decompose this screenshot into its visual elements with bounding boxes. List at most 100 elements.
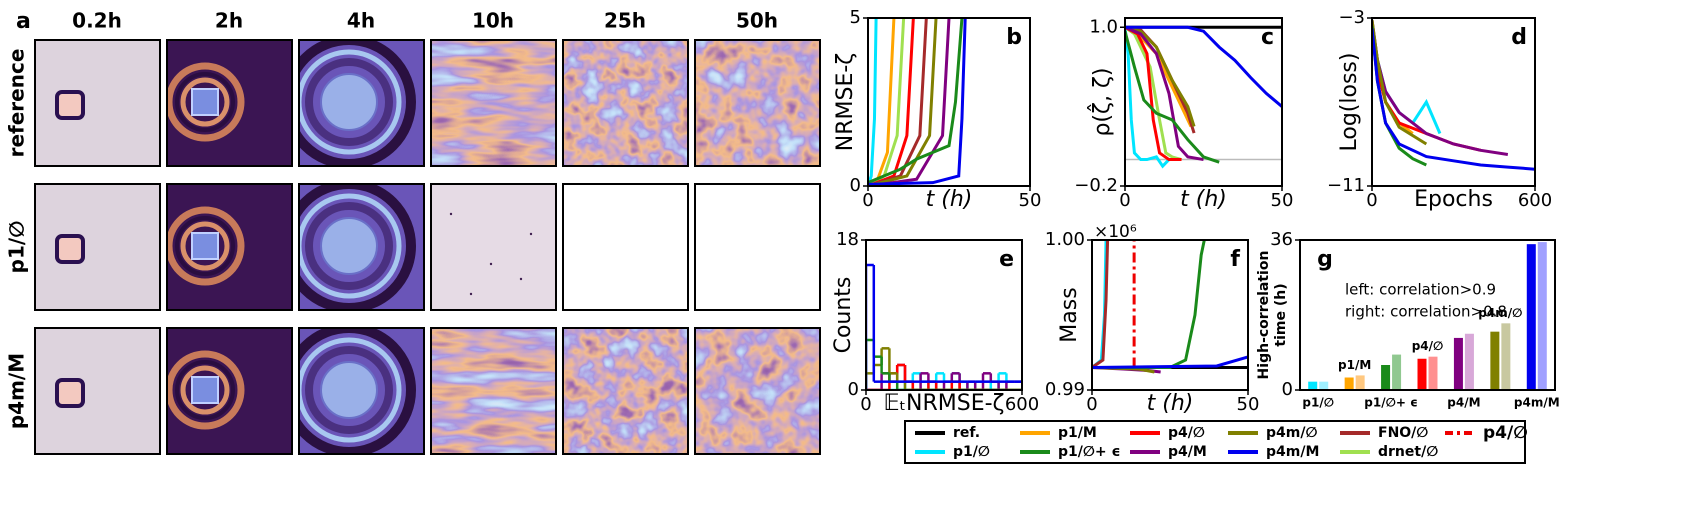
x-tick-label: 600 bbox=[1518, 190, 1552, 211]
image-frame bbox=[562, 183, 689, 311]
image-cell bbox=[431, 328, 556, 454]
image-bg bbox=[431, 184, 556, 310]
image-frame bbox=[34, 327, 161, 455]
y-tick-label: 5 bbox=[850, 7, 861, 28]
panel-label: b bbox=[1006, 25, 1022, 50]
image-ring bbox=[320, 73, 378, 131]
image-blob bbox=[55, 90, 85, 120]
image-cell bbox=[35, 328, 160, 454]
image-bg bbox=[35, 328, 160, 454]
category-label: p4/∅ bbox=[1412, 339, 1444, 353]
category-label: p4m/M bbox=[1514, 396, 1560, 410]
bar bbox=[1537, 242, 1547, 390]
image-ring bbox=[299, 337, 402, 443]
image-frame bbox=[694, 183, 821, 311]
image-texture bbox=[431, 40, 556, 166]
image-bg bbox=[563, 184, 688, 310]
image-cell bbox=[563, 184, 688, 310]
bar bbox=[1526, 244, 1536, 390]
axis-multiplier: ×10⁶ bbox=[1094, 222, 1137, 242]
image-bg bbox=[167, 40, 292, 166]
y-tick-label: −11 bbox=[1327, 175, 1365, 196]
series-line bbox=[1092, 355, 1248, 369]
column-header: 10h bbox=[472, 9, 514, 33]
y-axis-label: NRMSE-ζ bbox=[833, 53, 858, 152]
y-axis-label: Mass bbox=[1057, 287, 1082, 342]
x-tick-label: 50 bbox=[1271, 190, 1294, 211]
y-tick-label: −3 bbox=[1338, 7, 1365, 28]
series-line bbox=[1125, 27, 1171, 169]
image-cell bbox=[299, 184, 424, 310]
plot-area bbox=[866, 263, 1022, 390]
image-frame bbox=[694, 327, 821, 455]
legend-label: p4/∅ bbox=[1483, 423, 1528, 443]
y-tick-label: −0.2 bbox=[1074, 175, 1118, 196]
x-axis-label: t (h) bbox=[926, 187, 973, 212]
image-bg bbox=[35, 184, 160, 310]
row-label: p1/∅ bbox=[5, 221, 29, 274]
series-line bbox=[1092, 240, 1206, 369]
annotation: left: correlation>0.9 bbox=[1345, 281, 1496, 299]
x-tick-label: 0 bbox=[1086, 394, 1097, 415]
legend-label: p4/∅ bbox=[1168, 425, 1205, 441]
column-header: 0.2h bbox=[72, 9, 122, 33]
series-line bbox=[868, 18, 938, 186]
image-dot bbox=[469, 292, 473, 296]
legend-label: p4/M bbox=[1168, 444, 1207, 460]
x-axis-label: t (h) bbox=[1180, 187, 1227, 212]
series-line bbox=[1092, 240, 1110, 369]
axes-frame bbox=[1091, 239, 1249, 391]
image-ring bbox=[320, 361, 378, 419]
series-line bbox=[1372, 28, 1535, 171]
axes-frame bbox=[1371, 17, 1536, 187]
series-line bbox=[868, 18, 906, 186]
x-tick-label: 0 bbox=[860, 394, 871, 415]
image-bg bbox=[695, 184, 820, 310]
y-axis-label: Log(loss) bbox=[1337, 53, 1362, 152]
plot-area bbox=[1372, 19, 1535, 171]
image-ring bbox=[180, 77, 230, 127]
axes-frame bbox=[867, 17, 1031, 187]
image-ring bbox=[299, 40, 416, 166]
series-line bbox=[1125, 25, 1204, 162]
image-frame bbox=[430, 39, 557, 167]
image-ring bbox=[305, 202, 393, 290]
image-ring bbox=[167, 62, 245, 142]
image-cell bbox=[563, 328, 688, 454]
image-frame bbox=[166, 327, 293, 455]
x-tick-label: 50 bbox=[1019, 190, 1042, 211]
image-ring bbox=[175, 216, 235, 276]
image-ring bbox=[299, 193, 402, 299]
image-cell bbox=[35, 40, 160, 166]
legend-label: p1/M bbox=[1058, 425, 1097, 441]
image-texture bbox=[695, 328, 820, 454]
image-bg bbox=[167, 184, 292, 310]
x-tick-label: 600 bbox=[1005, 394, 1039, 415]
x-tick-label: 0 bbox=[1119, 190, 1130, 211]
y-axis-label: ρ(ζ̂, ζ) bbox=[1088, 67, 1115, 136]
image-texture bbox=[695, 40, 820, 166]
image-cell bbox=[695, 328, 820, 454]
image-blob bbox=[55, 378, 85, 408]
y-tick-label: 1.00 bbox=[1045, 229, 1085, 250]
bar bbox=[1392, 354, 1402, 390]
y-tick-label: 0 bbox=[850, 175, 861, 196]
column-header: 2h bbox=[215, 9, 243, 33]
y-tick-label: 0.99 bbox=[1045, 379, 1085, 400]
legend-box bbox=[904, 420, 1526, 464]
bar bbox=[1381, 365, 1391, 390]
bar bbox=[1501, 323, 1511, 390]
panel-label: f bbox=[1230, 247, 1240, 272]
column-header: 50h bbox=[736, 9, 778, 33]
series-line bbox=[1125, 25, 1196, 127]
image-frame bbox=[298, 183, 425, 311]
bar bbox=[1453, 337, 1463, 390]
x-axis-label: t (h) bbox=[1147, 391, 1194, 416]
image-bg bbox=[167, 328, 292, 454]
column-header: 4h bbox=[347, 9, 375, 33]
axes-frame bbox=[1124, 17, 1283, 187]
legend-label: p1/∅ bbox=[953, 444, 990, 460]
image-dot bbox=[529, 232, 533, 236]
row-label: reference bbox=[5, 49, 29, 158]
